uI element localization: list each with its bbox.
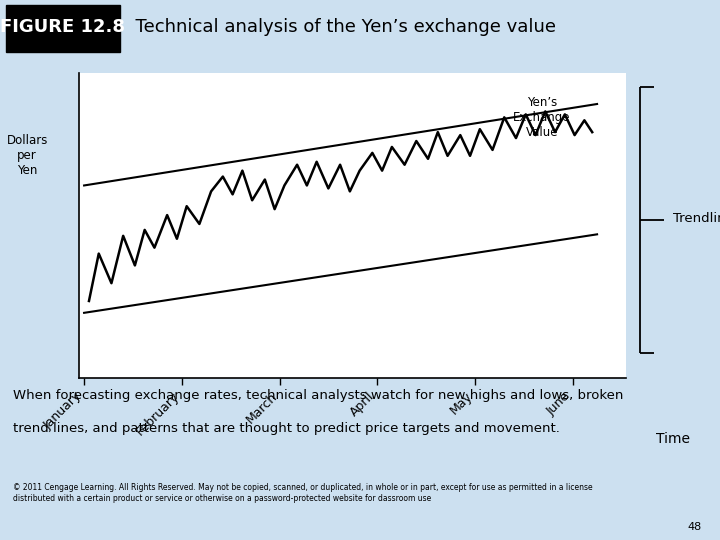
Text: Trendlines: Trendlines <box>673 212 720 225</box>
Text: Time: Time <box>656 432 690 446</box>
Text: Technical analysis of the Yen’s exchange value: Technical analysis of the Yen’s exchange… <box>124 18 556 36</box>
Text: trend lines, and patterns that are thought to predict price targets and movement: trend lines, and patterns that are thoug… <box>13 422 560 435</box>
Text: Yen’s
Exchange
Value: Yen’s Exchange Value <box>513 96 571 139</box>
Text: Dollars
per
Yen: Dollars per Yen <box>6 134 48 177</box>
Text: FIGURE 12.8: FIGURE 12.8 <box>0 18 125 36</box>
Text: © 2011 Cengage Learning. All Rights Reserved. May not be copied, scanned, or dup: © 2011 Cengage Learning. All Rights Rese… <box>13 483 593 503</box>
Text: When forecasting exchange rates, technical analysts watch for new highs and lows: When forecasting exchange rates, technic… <box>13 389 624 402</box>
FancyBboxPatch shape <box>6 4 120 52</box>
Text: 48: 48 <box>688 522 702 532</box>
